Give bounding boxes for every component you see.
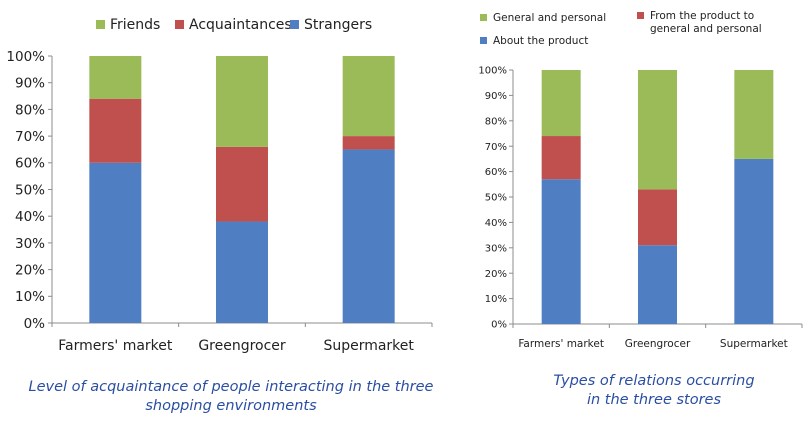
chart2-category-label: Farmers' market (518, 338, 604, 350)
chart2-caption: Types of relations occurring in the thre… (500, 372, 808, 410)
chart2-legend-label: general and personal (650, 23, 762, 35)
chart2-bar-segment (541, 70, 581, 137)
chart2-bar-segment (638, 245, 677, 324)
chart1-bar-segment (342, 149, 395, 323)
chart1-caption-line: shopping environments (145, 397, 317, 414)
chart2-legend-label: From the product to (650, 10, 754, 22)
chart1-y-tick-label: 20% (15, 262, 45, 278)
chart1-y-tick-label: 60% (15, 156, 45, 172)
chart2-y-tick-label: 10% (485, 294, 507, 305)
chart1-category-label: Farmers' market (58, 338, 173, 354)
chart2-category-label: Supermarket (720, 338, 788, 350)
chart1-legend-label: Acquaintances (189, 17, 292, 33)
chart1-bar-segment (342, 136, 395, 150)
chart2-bar-segment (734, 70, 774, 159)
chart1-y-tick-label: 50% (15, 182, 45, 198)
chart1-y-tick-label: 40% (15, 209, 45, 225)
chart1-bar-segment (342, 56, 395, 137)
chart1-bar-segment (216, 221, 268, 323)
chart2-legend-swatch (480, 37, 487, 44)
chart1-bar-segment (89, 98, 142, 163)
chart2-bar-segment (734, 158, 774, 324)
chart1-bar-segment (216, 146, 268, 222)
chart2-legend-swatch (480, 14, 487, 21)
chart2-bar-segment (541, 136, 581, 180)
chart1-bar-segment (89, 56, 142, 99)
chart2-legend-label: General and personal (493, 12, 606, 24)
chart2-bar-segment (638, 189, 677, 246)
chart2-category-label: Greengrocer (625, 338, 691, 350)
chart2-caption-line: Types of relations occurring (553, 373, 755, 389)
chart1-caption-line: Level of acquaintance of people interact… (28, 379, 434, 395)
chart2-y-tick-label: 90% (485, 91, 507, 102)
chart2-y-tick-label: 30% (485, 243, 507, 254)
chart2-y-tick-label: 80% (485, 116, 507, 127)
chart2-bar-segment (541, 179, 581, 324)
chart1-y-tick-label: 100% (6, 49, 45, 65)
chart1-legend-label: Strangers (304, 17, 372, 33)
chart1-legend-swatch (290, 20, 299, 29)
chart2-y-tick-label: 60% (485, 167, 507, 178)
chart2-y-tick-label: 20% (485, 269, 507, 280)
chart1-y-tick-label: 70% (15, 129, 45, 145)
chart1-caption: Level of acquaintance of people interact… (0, 378, 462, 416)
chart1-legend-label: Friends (110, 17, 160, 33)
chart2-legend-swatch (637, 12, 644, 19)
chart1-y-tick-label: 80% (15, 102, 45, 118)
chart1-bar-segment (89, 162, 142, 323)
chart1-bar-segment (216, 56, 268, 147)
chart1-legend-swatch (96, 20, 105, 29)
chart1-y-tick-label: 10% (15, 289, 45, 305)
chart1-category-label: Greengrocer (198, 338, 286, 354)
chart2-y-tick-label: 70% (485, 142, 507, 153)
chart2-y-tick-label: 100% (478, 66, 507, 77)
chart2-legend-label: About the product (493, 35, 588, 47)
chart1-y-tick-label: 30% (15, 236, 45, 252)
chart2-bar-segment (638, 70, 677, 190)
chart2-caption-line: in the three stores (586, 391, 722, 408)
chart1-y-tick-label: 0% (24, 316, 46, 332)
chart2-y-tick-label: 50% (485, 193, 507, 204)
chart2-y-tick-label: 40% (485, 218, 507, 229)
chart1-category-label: Supermarket (323, 338, 414, 354)
chart1-y-tick-label: 90% (15, 76, 45, 92)
chart1-legend-swatch (175, 20, 184, 29)
chart2-y-tick-label: 0% (491, 320, 507, 331)
